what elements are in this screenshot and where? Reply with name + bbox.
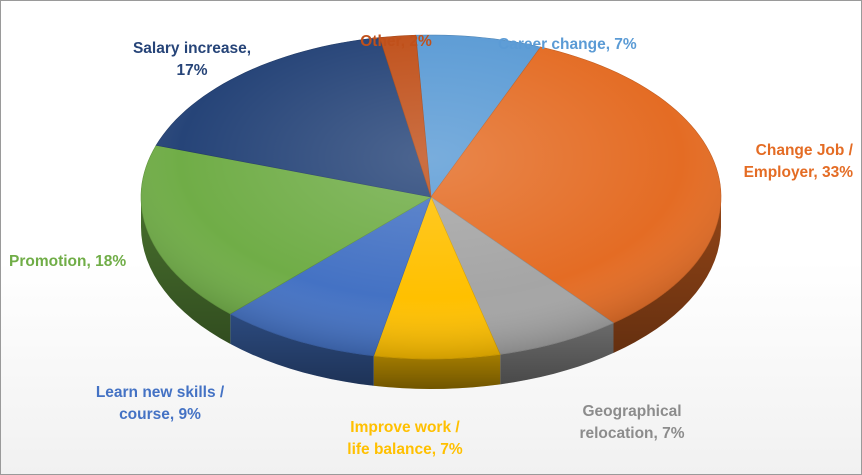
data-label-improve-work-life-balance: Improve work / life balance, 7% — [347, 419, 463, 458]
data-label-line: life balance, 7% — [347, 441, 463, 458]
data-label-career-change: Career change, 7% — [498, 36, 637, 53]
data-label-line: Salary increase, — [133, 40, 251, 57]
data-label-salary-increase: Salary increase, 17% — [133, 40, 251, 79]
data-label-change-job-employer: Change Job / Employer, 33% — [744, 142, 854, 181]
data-label-line: course, 9% — [119, 406, 201, 423]
data-label-line: Improve work / — [350, 419, 460, 436]
slice-side-shade-change-job-employer — [613, 197, 721, 353]
slice-side-shade-promotion — [141, 197, 231, 344]
data-label-line: relocation, 7% — [579, 425, 684, 442]
data-label-line: Learn new skills / — [96, 384, 225, 401]
data-label-line: Geographical — [582, 403, 681, 420]
data-label-learn-new-skills-course: Learn new skills / course, 9% — [96, 384, 225, 423]
data-label-line: Career change, 7% — [498, 36, 637, 53]
data-label-geographical-relocation: Geographical relocation, 7% — [579, 403, 684, 442]
data-label-line: Change Job / — [756, 142, 854, 159]
pie-top-shading — [141, 35, 721, 359]
data-label-line: Other, 2% — [360, 33, 432, 50]
slice-side-shade-improve-work-life-balance — [373, 354, 501, 389]
data-label-other: Other, 2% — [360, 33, 432, 50]
data-label-promotion: Promotion, 18% — [9, 253, 126, 270]
slice-side-shade-geographical-relocation — [500, 322, 614, 385]
data-label-line: Promotion, 18% — [9, 253, 126, 270]
data-label-line: 17% — [176, 62, 207, 79]
slice-side-shade-learn-new-skills-course — [230, 313, 374, 386]
pie-sides — [141, 197, 721, 389]
data-label-line: Employer, 33% — [744, 164, 854, 181]
pie-top — [140, 34, 722, 360]
data-labels: Career change, 7% Change Job / Employer, 3… — [9, 33, 854, 458]
